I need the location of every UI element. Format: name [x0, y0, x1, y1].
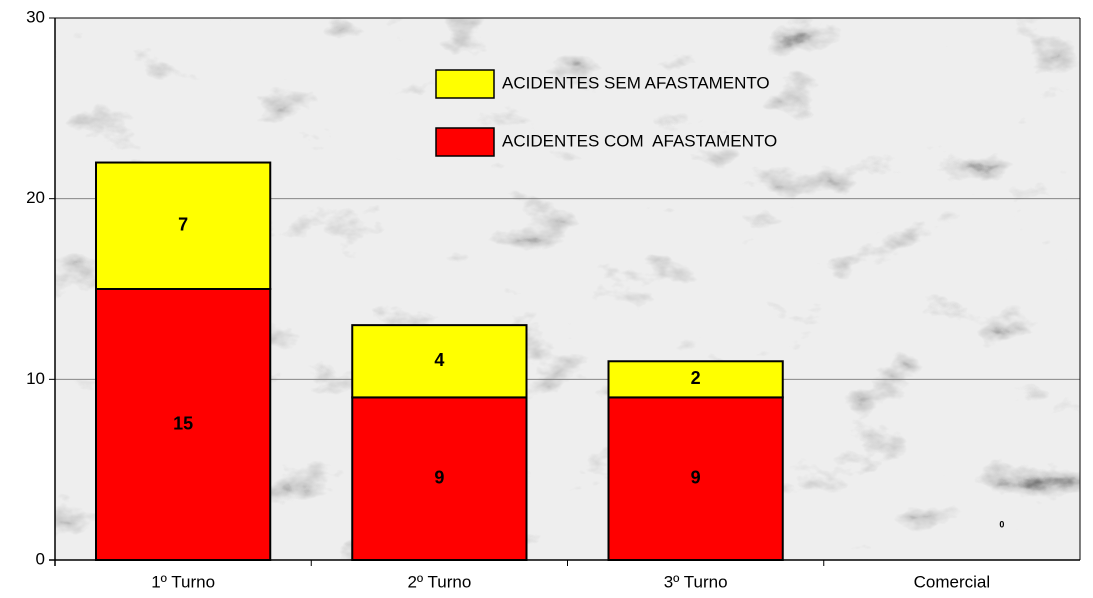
x-tick-label: 3º Turno	[664, 572, 728, 591]
y-tick-label: 20	[26, 188, 45, 207]
x-tick-label: Comercial	[914, 572, 991, 591]
x-tick-label: 1º Turno	[151, 572, 215, 591]
data-label: 2	[691, 368, 701, 388]
legend-swatch	[435, 69, 495, 99]
y-tick-label: 0	[36, 549, 45, 568]
x-tick-label: 2º Turno	[407, 572, 471, 591]
legend-label: ACIDENTES SEM AFASTAMENTO	[502, 73, 770, 92]
data-label: 4	[434, 350, 444, 370]
bar-segment	[95, 161, 272, 291]
legend-swatch	[435, 127, 495, 157]
data-label: 0	[999, 519, 1004, 529]
y-tick-label: 30	[26, 7, 45, 26]
bar-segment	[351, 324, 528, 399]
data-label: 9	[434, 467, 444, 487]
bar-segment	[607, 360, 784, 399]
bar-segment	[351, 396, 528, 561]
data-label: 15	[173, 413, 193, 433]
data-label: 9	[691, 467, 701, 487]
y-tick-label: 10	[26, 369, 45, 388]
data-label: 7	[178, 215, 188, 235]
legend-label: ACIDENTES COM AFASTAMENTO	[502, 131, 777, 150]
